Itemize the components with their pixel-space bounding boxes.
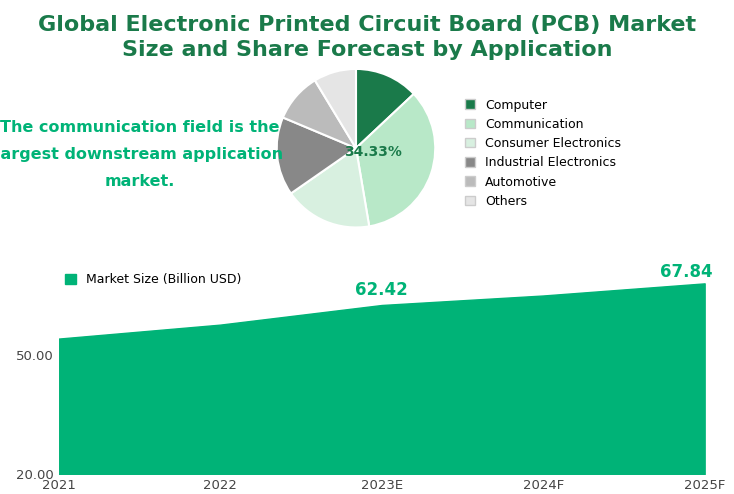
Text: 67.84: 67.84 [660, 263, 713, 281]
Wedge shape [356, 69, 414, 148]
Text: The communication field is the
largest downstream application
market.: The communication field is the largest d… [0, 120, 283, 189]
Wedge shape [283, 81, 356, 148]
Legend: Computer, Communication, Consumer Electronics, Industrial Electronics, Automotiv: Computer, Communication, Consumer Electr… [465, 98, 621, 208]
Wedge shape [356, 94, 435, 226]
Wedge shape [291, 148, 369, 227]
Wedge shape [277, 118, 356, 194]
Text: Global Electronic Printed Circuit Board (PCB) Market
Size and Share Forecast by : Global Electronic Printed Circuit Board … [38, 15, 696, 60]
Legend: Market Size (Billion USD): Market Size (Billion USD) [65, 273, 241, 286]
Text: 62.42: 62.42 [355, 282, 408, 299]
Wedge shape [315, 69, 356, 148]
Text: 34.33%: 34.33% [344, 145, 402, 159]
